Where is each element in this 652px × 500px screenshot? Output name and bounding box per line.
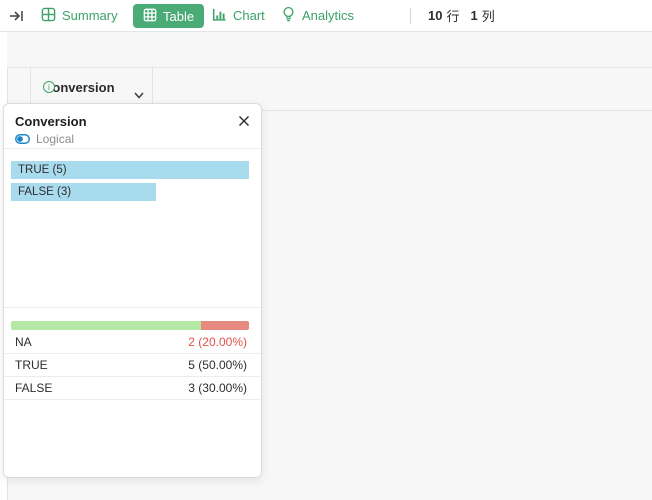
summary-grid-icon	[41, 7, 56, 25]
table-grid-icon	[143, 8, 157, 25]
tab-analytics[interactable]: Analytics	[281, 0, 354, 31]
valid-segment	[11, 321, 202, 330]
tab-summary-label: Summary	[62, 8, 118, 23]
tab-table[interactable]: Table	[133, 4, 205, 28]
tab-chart-label: Chart	[233, 8, 265, 23]
column-stats-popup: Conversion Logical TRUE (5) FALSE (3)	[3, 103, 262, 478]
header-bottom-border	[7, 110, 652, 111]
stat-label: NA	[15, 335, 32, 349]
na-segment	[201, 321, 249, 330]
stat-value: 3 (30.00%)	[188, 381, 247, 395]
popup-type-row: Logical	[15, 132, 74, 146]
tab-table-label: Table	[163, 8, 195, 24]
popup-divider	[4, 148, 261, 149]
popup-title: Conversion	[15, 114, 87, 129]
column-count: 1 列	[470, 8, 495, 24]
row-count: 10 行	[428, 8, 460, 24]
stat-label: FALSE	[15, 381, 53, 395]
header-top-border	[7, 67, 652, 68]
stat-value: 5 (50.00%)	[188, 358, 247, 372]
lightbulb-icon	[281, 6, 296, 25]
na-ratio-bar	[11, 321, 249, 330]
conversion-column-border	[152, 67, 153, 110]
close-icon[interactable]	[236, 113, 252, 129]
gutter-column-border	[30, 67, 31, 110]
toolbar: Summary Table Chart	[0, 0, 652, 32]
column-name: Conversion	[43, 80, 115, 95]
stat-row-true: TRUE 5 (50.00%)	[4, 354, 261, 377]
stat-row-na: NA 2 (20.00%)	[4, 331, 261, 354]
popup-type-label: Logical	[36, 132, 75, 146]
frequency-bar-false-label: FALSE (3)	[18, 186, 72, 198]
frequency-bar-true-label: TRUE (5)	[18, 164, 67, 176]
popup-divider	[4, 307, 261, 308]
logical-type-icon	[15, 134, 30, 144]
dimension-counts: 10 行 1 列	[428, 0, 495, 31]
stat-row-false: FALSE 3 (30.00%)	[4, 377, 261, 400]
collapse-panel-icon[interactable]	[8, 8, 25, 24]
tab-chart[interactable]: Chart	[212, 0, 265, 31]
toolbar-separator	[410, 8, 411, 24]
info-icon[interactable]: i	[43, 80, 55, 93]
stats-table: NA 2 (20.00%) TRUE 5 (50.00%) FALSE 3 (3…	[4, 331, 261, 400]
chevron-down-icon[interactable]	[134, 86, 144, 104]
bar-chart-icon	[212, 7, 227, 25]
tab-summary[interactable]: Summary	[41, 0, 118, 31]
stat-value: 2 (20.00%)	[188, 335, 247, 349]
stat-label: TRUE	[15, 358, 48, 372]
frequency-bar-true: TRUE (5)	[11, 161, 249, 179]
value-frequency-bars: TRUE (5) FALSE (3)	[11, 161, 249, 205]
frequency-bar-false: FALSE (3)	[11, 183, 157, 201]
tab-analytics-label: Analytics	[302, 8, 355, 23]
